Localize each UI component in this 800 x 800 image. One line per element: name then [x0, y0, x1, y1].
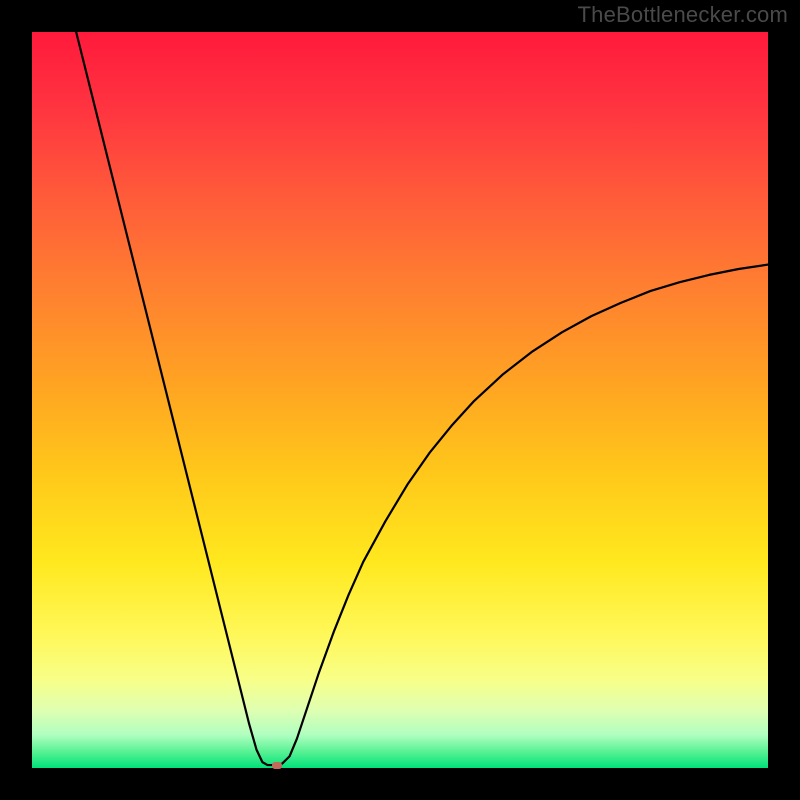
- watermark-text: TheBottlenecker.com: [578, 2, 788, 28]
- plot-area: [32, 32, 768, 768]
- chart-frame: TheBottlenecker.com: [0, 0, 800, 800]
- optimal-point-marker: [272, 762, 282, 769]
- bottleneck-curve: [32, 32, 768, 768]
